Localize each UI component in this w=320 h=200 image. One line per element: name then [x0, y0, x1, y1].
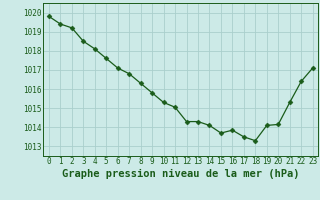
X-axis label: Graphe pression niveau de la mer (hPa): Graphe pression niveau de la mer (hPa) — [62, 169, 300, 179]
